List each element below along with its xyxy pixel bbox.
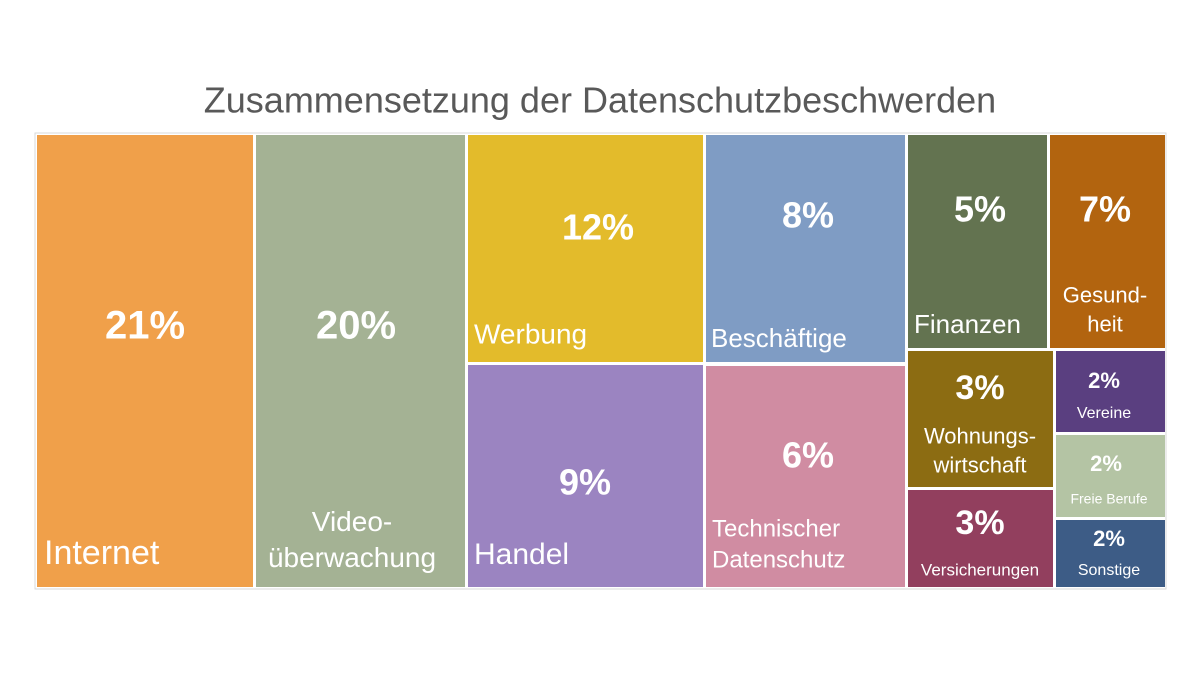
- tile-label: Wohnungs-wirtschaft: [924, 424, 1036, 478]
- plot-border: [34, 132, 1167, 590]
- tile-label: Internet: [44, 534, 160, 572]
- tile-label: Vereine: [1077, 405, 1131, 422]
- tile: [908, 135, 1047, 348]
- tile: [908, 490, 1053, 587]
- value-label: 2%: [1093, 526, 1125, 551]
- tile: [1050, 135, 1165, 348]
- tile: [468, 135, 703, 362]
- value-label: 5%: [954, 189, 1006, 230]
- value-label: 2%: [1090, 451, 1122, 476]
- tile-label: Gesund-heit: [1063, 283, 1147, 337]
- value-label: 3%: [955, 504, 1004, 542]
- tile-label: Handel: [474, 538, 569, 571]
- value-label: 12%: [562, 207, 634, 248]
- tile-label: Technischer Datenschutz: [712, 516, 845, 574]
- value-label: 21%: [105, 304, 185, 348]
- tile-label: Finanzen: [914, 309, 1021, 339]
- value-label: 2%: [1088, 368, 1120, 393]
- value-label: 20%: [316, 304, 396, 348]
- value-label: 9%: [559, 462, 611, 503]
- tile-label: Sonstige: [1078, 562, 1140, 579]
- tile-label: Werbung: [474, 318, 587, 349]
- tile: [256, 135, 465, 587]
- tile: [468, 365, 703, 587]
- tile-label: Video-überwachung: [268, 506, 436, 573]
- value-label: 8%: [782, 195, 834, 236]
- value-label: 6%: [782, 435, 834, 476]
- tile: [706, 366, 905, 587]
- tile: [706, 135, 905, 362]
- tile: [1056, 351, 1165, 432]
- tile: [37, 135, 253, 587]
- value-label: 3%: [955, 369, 1004, 407]
- tile: [1056, 520, 1165, 587]
- tile: [908, 351, 1053, 487]
- tile-label: Freie Berufe: [1070, 491, 1147, 507]
- chart-title: Zusammensetzung der Datenschutzbeschwerd…: [204, 80, 996, 121]
- tile: [1056, 435, 1165, 517]
- value-label: 7%: [1079, 189, 1131, 230]
- tile-label: Versicherungen: [921, 560, 1039, 579]
- tile-label: Beschäftige: [711, 323, 847, 353]
